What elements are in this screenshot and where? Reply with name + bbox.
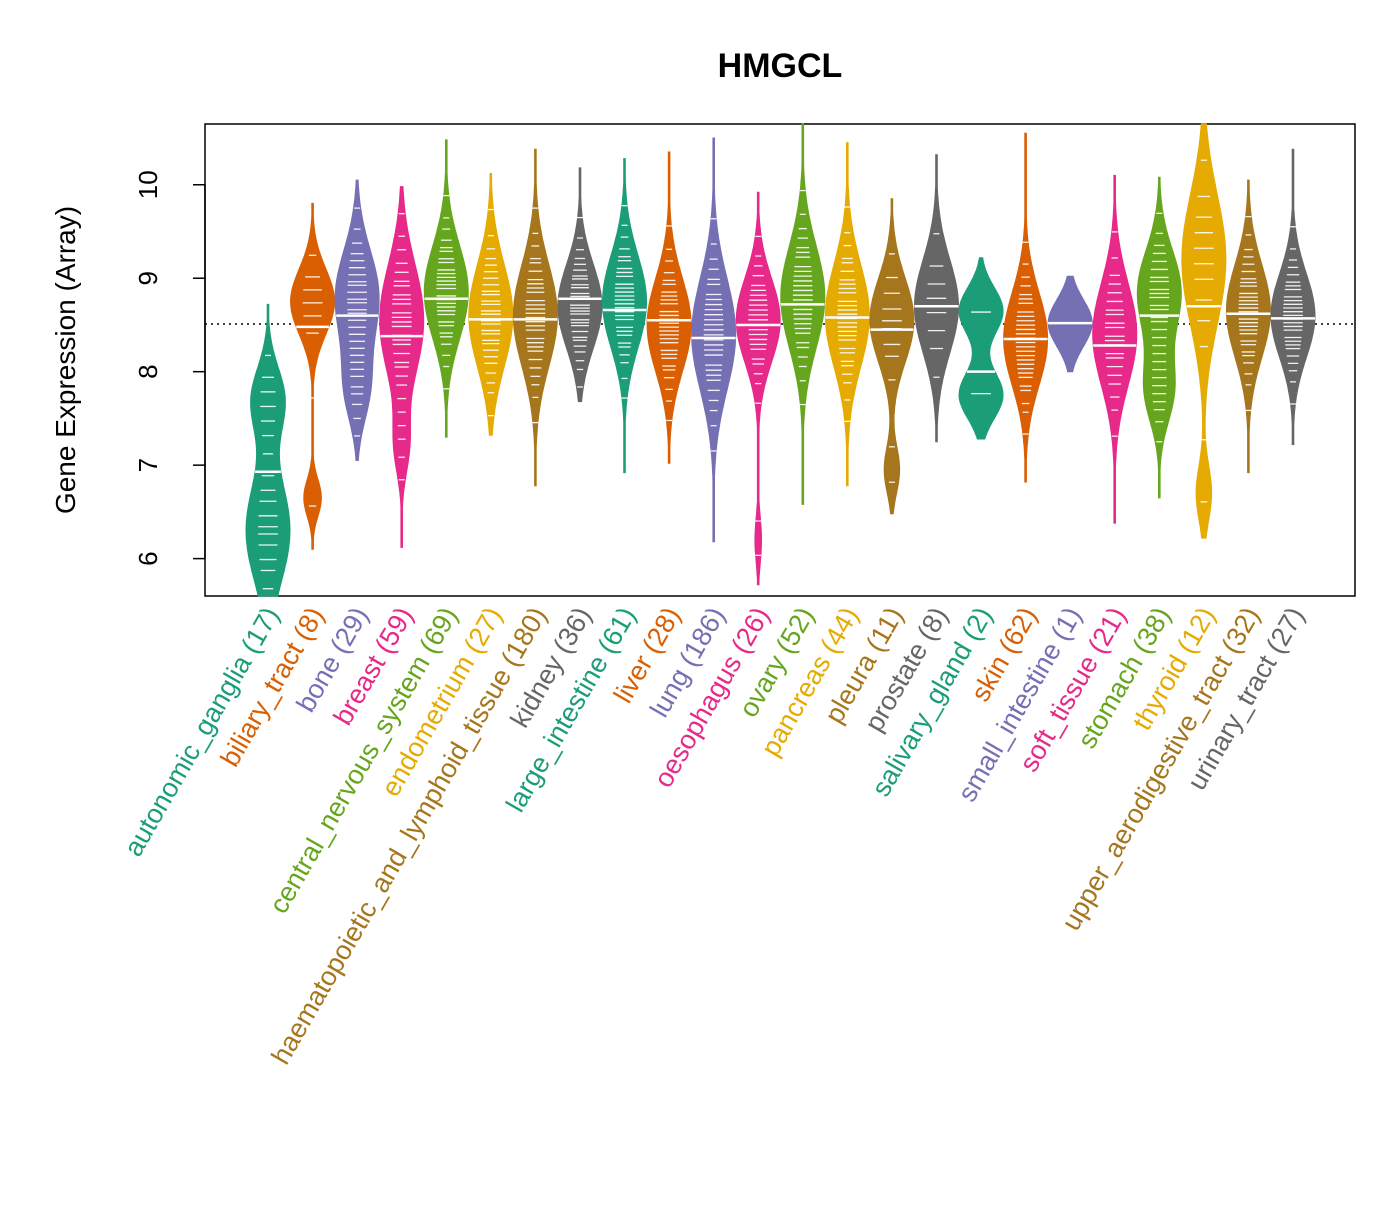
violin-urinary_tract [1270, 148, 1316, 446]
violin-lung [691, 137, 737, 543]
violin-thyroid [1181, 123, 1227, 539]
y-tick-label: 6 [133, 551, 163, 565]
violin-large_intestine [602, 158, 647, 474]
violin-body [1181, 123, 1227, 539]
violin-small_intestine [1047, 275, 1093, 373]
violin-body [735, 191, 781, 586]
violin-pleura [869, 198, 915, 515]
violin-autonomic_ganglia [245, 303, 291, 597]
violin-liver [646, 151, 692, 464]
violin-breast [379, 186, 425, 548]
y-tick-label: 7 [133, 458, 163, 472]
violin-body [245, 303, 291, 597]
violin-soft_tissue [1092, 174, 1138, 524]
violin-bone [334, 179, 380, 461]
violin-haematopoietic_and_lymphoid_tissue [512, 148, 558, 487]
violin-upper_aerodigestive_tract [1225, 179, 1271, 474]
violin-oesophagus [735, 191, 781, 586]
violin-salivary_gland [958, 257, 1004, 440]
y-tick-label: 8 [133, 364, 163, 378]
y-axis-label: Gene Expression (Array) [50, 206, 81, 514]
violin-biliary_tract [290, 202, 336, 550]
violin-stomach [1136, 176, 1182, 499]
y-tick-label: 10 [133, 170, 163, 199]
violin-prostate [914, 154, 960, 443]
violin-pancreas [824, 142, 870, 487]
y-tick-label: 9 [133, 271, 163, 285]
violin-body [1092, 174, 1138, 524]
violin-central_nervous_system [423, 139, 469, 438]
plot-frame [204, 123, 1356, 597]
violin-kidney [557, 167, 603, 403]
violin-ovary [780, 123, 826, 505]
chart-title: HMGCL [718, 47, 843, 85]
violin-endometrium [468, 173, 514, 436]
violin-body [646, 151, 692, 464]
violin-body [958, 257, 1004, 440]
violin-body [1003, 132, 1049, 483]
violin-body [290, 202, 336, 550]
violin-skin [1003, 132, 1049, 483]
